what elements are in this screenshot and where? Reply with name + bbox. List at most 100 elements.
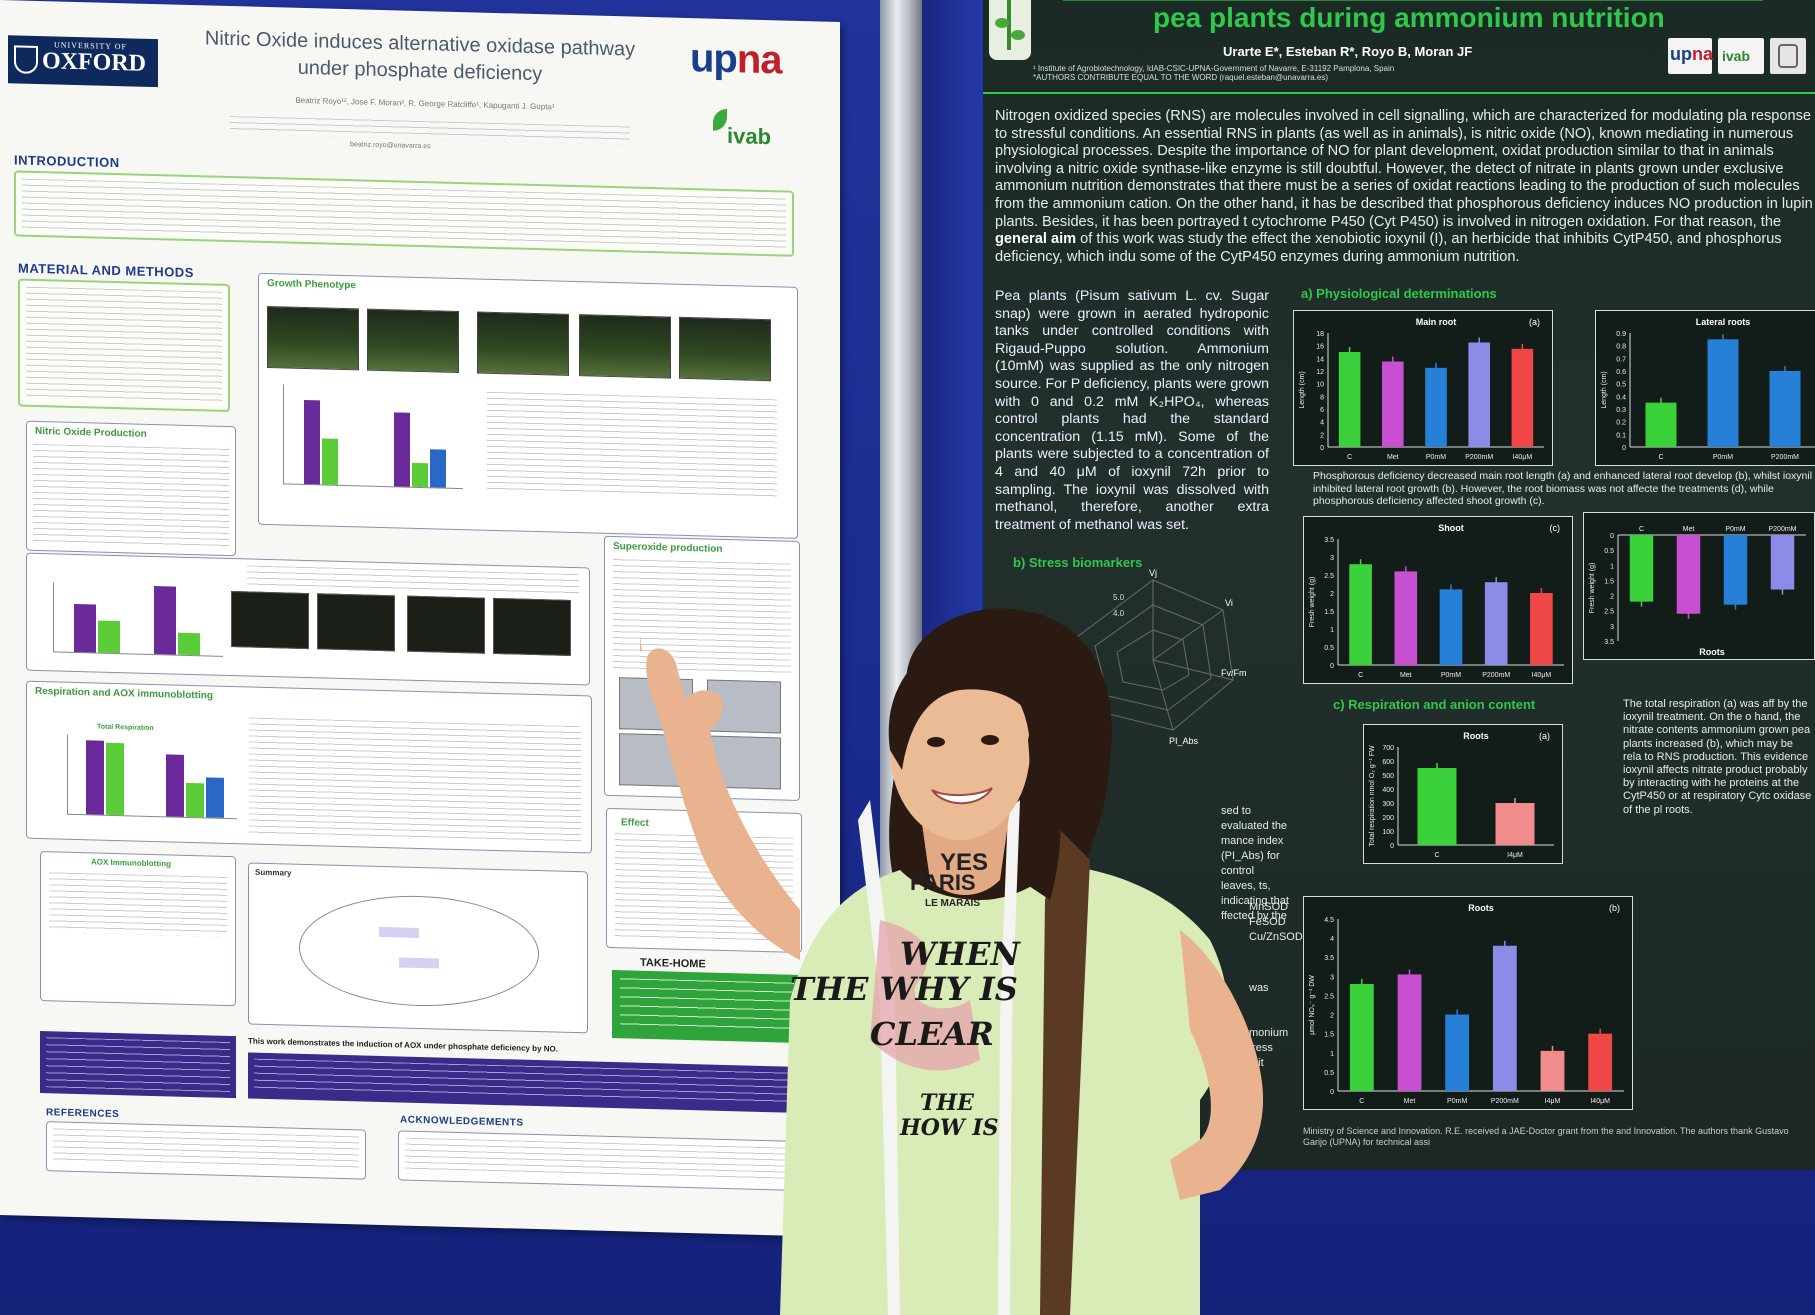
x-tick-label: C — [1658, 454, 1663, 461]
x-tick-label: P0mM — [1447, 1098, 1467, 1105]
bar — [1439, 589, 1463, 665]
nitric-oxide-heading: Nitric Oxide Production — [35, 425, 147, 440]
svg-text:Vi: Vi — [1225, 598, 1233, 608]
bar — [1540, 1050, 1565, 1091]
y-tick-label: 3 — [1330, 974, 1334, 981]
y-tick-label: 1.5 — [1324, 1032, 1334, 1039]
y-tick-label: 1.5 — [1604, 578, 1614, 585]
x-tick-label: C — [1358, 672, 1363, 679]
summary-node — [399, 957, 439, 969]
chart-title: Roots — [1468, 903, 1494, 913]
summary-diagram — [299, 892, 539, 1010]
title-underline — [983, 92, 1815, 94]
radar-chart: 5.0 4.0 Vj Vi Fv/Fm PI_Abs — [1053, 560, 1253, 760]
svg-text:5.0: 5.0 — [1113, 593, 1125, 602]
y-tick-label: 0.5 — [1604, 548, 1614, 555]
y-tick-label: 1 — [1330, 1051, 1334, 1058]
y-tick-label: 3 — [1610, 624, 1614, 631]
bar — [1707, 339, 1739, 447]
physiological-caption: Phosphorous deficiency decreased main ro… — [1313, 470, 1813, 507]
x-tick-label: I4μM — [1507, 852, 1523, 859]
physiological-heading: a) Physiological determinations — [1301, 286, 1497, 301]
y-tick-label: 8 — [1320, 394, 1324, 401]
plant-photo — [477, 311, 569, 376]
bar — [1417, 768, 1457, 845]
y-tick-label: 0.6 — [1616, 369, 1626, 376]
y-tick-label: 0.7 — [1616, 356, 1626, 363]
y-tick-label: 4 — [1320, 420, 1324, 427]
summary-panel: Summary — [248, 862, 588, 1034]
acknowledgements-heading: ACKNOWLEDGEMENTS — [400, 1114, 524, 1129]
svg-text:YES: YES — [940, 849, 988, 876]
lanyard — [858, 800, 900, 1315]
svg-text:Vj: Vj — [1149, 568, 1157, 578]
y-tick-label: 0.4 — [1616, 394, 1626, 401]
chart-title: Lateral roots — [1696, 317, 1751, 327]
chart-total-respiration: 0 100 200 300 400 500 600 700 Total respiration … — [1363, 724, 1563, 864]
ivab-logo: ivab — [705, 108, 795, 160]
y-tick-label: 0.2 — [1616, 420, 1626, 427]
y-tick-label: 200 — [1382, 815, 1394, 822]
x-tick-label: P200mM — [1465, 454, 1493, 461]
y-tick-label: 0.5 — [1324, 1070, 1334, 1077]
bar — [1629, 535, 1654, 602]
y-tick-label: 400 — [1382, 787, 1394, 794]
y-tick-label: 0.1 — [1616, 432, 1626, 439]
y-tick-label: 14 — [1316, 356, 1324, 363]
y-tick-label: 2.5 — [1324, 573, 1334, 580]
methods-box — [18, 278, 230, 413]
svg-text:Fv/Fm: Fv/Fm — [1221, 668, 1247, 678]
summary-node — [379, 926, 419, 938]
growth-phenotype-heading: Growth Phenotype — [267, 277, 356, 292]
bar — [1588, 1033, 1613, 1091]
aox-heading: AOX Immunoblotting — [91, 857, 171, 869]
y-axis-label: μmol NO₃⁻ g⁻¹ DW — [1309, 975, 1316, 1035]
plant-photo — [579, 314, 671, 379]
x-tick-label: I40μM — [1532, 672, 1552, 679]
y-tick-label: 3.5 — [1324, 955, 1334, 962]
y-axis-label: Length (cm) — [1601, 371, 1608, 408]
y-tick-label: 0.8 — [1616, 344, 1626, 351]
mouth — [931, 787, 993, 805]
chart-panel-label: (a) — [1539, 731, 1550, 741]
y-tick-label: 0.3 — [1616, 407, 1626, 414]
chart-title: Roots — [1463, 731, 1489, 741]
right-poster-title-cropped — [1063, 0, 1763, 1]
oxford-crest-icon — [14, 45, 38, 74]
bar — [1382, 361, 1404, 447]
x-tick-label: C — [1347, 454, 1352, 461]
y-tick-label: 10 — [1316, 382, 1324, 389]
superoxide-heading: Superoxide production — [613, 541, 723, 555]
y-tick-label: 2.5 — [1324, 993, 1334, 1000]
y-tick-label: 0 — [1622, 445, 1626, 452]
aox-panel: AOX Immunoblotting — [40, 851, 236, 1007]
y-tick-label: 18 — [1316, 331, 1324, 338]
stress-heading: b) Stress biomarkers — [1013, 555, 1143, 570]
y-axis-label: Length (cm) — [1299, 371, 1306, 408]
tshirt-print-figure — [870, 920, 980, 1071]
right-poster-title: pea plants during ammonium nutrition — [1153, 2, 1665, 33]
conclusion-line: This work demonstrates the induction of … — [248, 1036, 558, 1054]
respiration-caption: The total respiration (a) was aff by the… — [1623, 698, 1812, 816]
hip-arm — [1170, 930, 1264, 1200]
bag-strap — [1040, 830, 1090, 1315]
bar — [1349, 983, 1374, 1091]
y-tick-label: 2.5 — [1604, 609, 1614, 616]
nitric-oxide-panel: Nitric Oxide Production — [26, 420, 236, 557]
y-axis-label: Total respiration nmol O₂ g⁻¹ FW — [1369, 745, 1376, 847]
y-tick-label: 0.5 — [1324, 645, 1334, 652]
total-respiration-label: Total Respiration — [97, 723, 154, 733]
bar — [1349, 564, 1372, 665]
chart-roots-fresh-weight: 0 0.5 1 1.5 2 2.5 3 3.5 Fresh weight (g) Roots C Me… — [1583, 512, 1815, 660]
left-poster-authors: Beatriz Royo¹², Jose F. Moran², R. Georg… — [295, 95, 555, 112]
references-box — [46, 1121, 366, 1180]
x-tick-label: P0mM — [1725, 526, 1745, 533]
bar — [1495, 803, 1535, 845]
chart-shoot: 0 0.5 1 1.5 2 2.5 3 3.5 Fresh weight (g) Shoot (c)… — [1303, 516, 1573, 684]
right-poster-authors: Urarte E*, Esteban R*, Royo B, Moran JF — [1223, 44, 1473, 59]
y-tick-label: 2 — [1330, 591, 1334, 598]
x-tick-label: P200mM — [1771, 454, 1799, 461]
y-tick-label: 0 — [1320, 445, 1324, 452]
y-tick-label: 2 — [1330, 1013, 1334, 1020]
